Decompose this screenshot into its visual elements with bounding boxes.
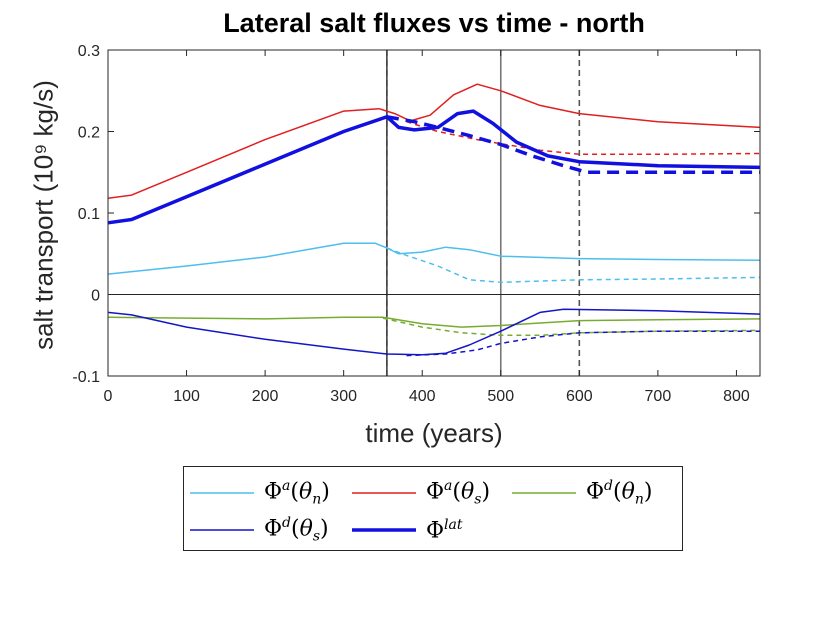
legend-item-4: Φlat (350, 516, 463, 544)
x-tick-label-8: 800 (723, 388, 750, 405)
series-line-4 (107, 316, 761, 328)
x-tick-label-1: 100 (173, 388, 200, 405)
legend-superscript: lat (444, 516, 463, 533)
series-line-7 (406, 330, 760, 357)
vertical-lines (386, 50, 581, 376)
legend-swatch-0 (190, 492, 254, 494)
x-tick-label-7: 700 (645, 388, 672, 405)
legend-swatch-1 (352, 492, 416, 494)
legend-label-2: Φd(θn) (586, 478, 653, 508)
series-line-6 (107, 308, 761, 356)
axes-box (107, 49, 761, 377)
series-line-3 (406, 120, 761, 156)
legend-swatch-2 (512, 492, 576, 494)
legend-symbol: Φ (264, 516, 283, 542)
axes: 0 100 200 300 400 500 600 700 800-0.100.10.20.3 (72, 43, 761, 405)
legend-subscript: n (312, 491, 322, 508)
series-line-8 (107, 109, 761, 225)
legend-superscript: d (604, 478, 614, 495)
legend-superscript: d (282, 515, 292, 532)
series-lines (107, 83, 761, 357)
legend-superscript: a (282, 478, 291, 495)
legend-subscript: n (634, 491, 644, 508)
legend-subscript: s (312, 528, 321, 545)
x-tick-label-3: 300 (330, 388, 357, 405)
legend-symbol: Φ (264, 479, 283, 505)
y-tick-label-2: 0.1 (78, 206, 100, 223)
legend-item-2: Φd(θn) (510, 478, 653, 508)
series-line-1 (386, 247, 761, 284)
legend-label-0: Φa(θn) (264, 478, 330, 508)
legend-item-0: Φa(θn) (188, 478, 330, 508)
y-tick-label-3: 0.2 (78, 125, 100, 142)
legend-swatch-3 (190, 529, 254, 531)
legend-symbol: Φ (426, 518, 445, 544)
y-tick-label-4: 0.3 (78, 43, 100, 60)
legend-label-3: Φd(θs) (264, 515, 329, 545)
legend-symbol: Φ (426, 479, 445, 505)
legend-item-1: Φa(θs) (350, 478, 491, 508)
legend-label-1: Φa(θs) (426, 478, 491, 508)
series-line-0 (107, 242, 761, 275)
legend: Φa(θn) Φa(θs) Φd(θn) Φd(θs) Φlat (183, 466, 683, 551)
legend-label-4: Φlat (426, 517, 463, 543)
series-line-9 (386, 115, 760, 175)
y-tick-label-1: 0 (91, 288, 100, 305)
x-tick-label-5: 500 (487, 388, 514, 405)
legend-symbol: Φ (586, 479, 605, 505)
chart-title: Lateral salt fluxes vs time - north (223, 8, 645, 38)
legend-swatch-4 (352, 528, 416, 532)
y-tick-label-0: -0.1 (72, 369, 100, 386)
x-tick-label-6: 600 (566, 388, 593, 405)
legend-superscript: a (444, 478, 453, 495)
legend-subscript: s (474, 491, 482, 508)
series-line-5 (382, 317, 761, 337)
x-tick-label-0: 0 (104, 388, 113, 405)
legend-item-3: Φd(θs) (188, 515, 329, 545)
x-axis-label: time (years) (365, 418, 503, 448)
series-line-2 (107, 83, 761, 200)
x-tick-label-4: 400 (409, 388, 436, 405)
x-tick-label-2: 200 (252, 388, 279, 405)
